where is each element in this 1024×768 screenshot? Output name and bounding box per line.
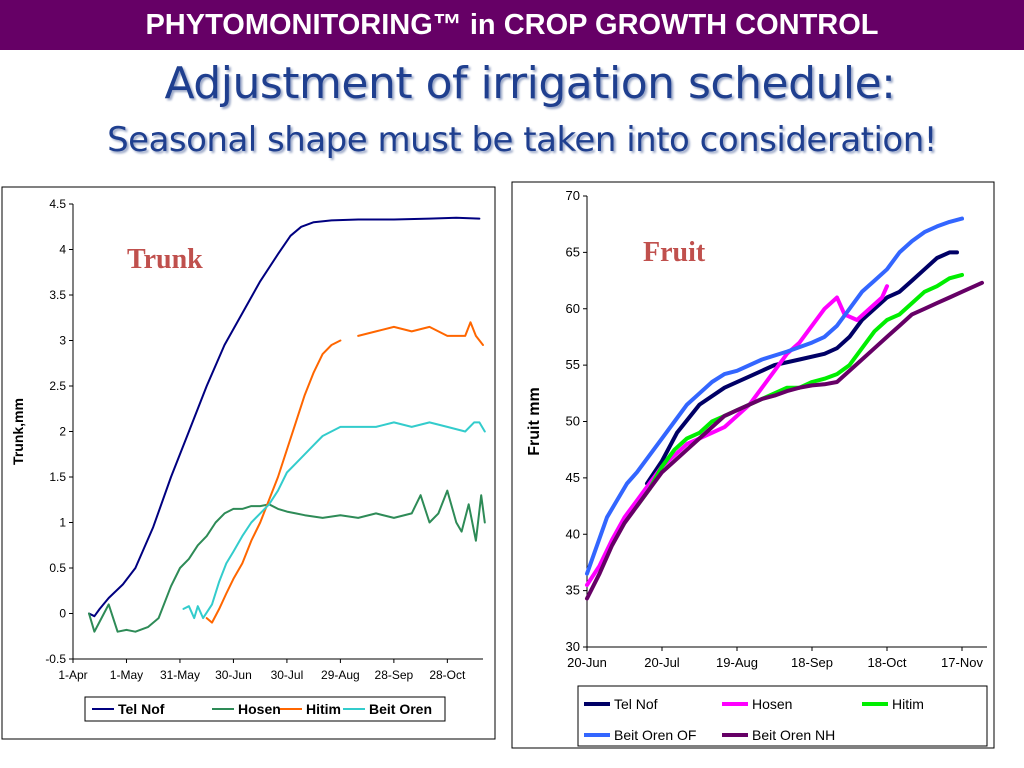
y-axis-label: Fruit mm — [526, 387, 543, 455]
x-tick-label: 1-Apr — [58, 668, 87, 682]
x-tick-label: 20-Jun — [567, 655, 607, 670]
legend-label-tel-nof: Tel Nof — [614, 696, 658, 712]
y-tick-label: 0 — [59, 607, 66, 621]
legend-box — [84, 696, 446, 722]
chart-panel-label: Fruit — [643, 237, 706, 268]
legend-label-hosen: Hosen — [752, 696, 792, 712]
y-tick-label: 45 — [566, 470, 580, 485]
y-tick-label: 50 — [566, 414, 580, 429]
y-tick-label: 3.5 — [49, 288, 66, 302]
chart-border — [1, 186, 496, 740]
series-line-hosen — [585, 284, 889, 587]
x-tick-label: 20-Jul — [644, 655, 680, 670]
y-tick-label: 0.5 — [49, 561, 66, 575]
chart-border — [511, 181, 995, 749]
x-tick-label: 31-May — [160, 668, 200, 682]
series-line-tel-nof — [645, 250, 959, 486]
y-tick-label: 70 — [566, 188, 580, 203]
series-line-tel-nof — [88, 216, 481, 618]
legend-label-hosen: Hosen — [238, 701, 281, 717]
x-tick-label: 30-Jun — [215, 668, 252, 682]
y-tick-label: 35 — [566, 583, 580, 598]
legend-label-beit-oren: Beit Oren — [369, 701, 432, 717]
x-tick-label: 28-Oct — [429, 668, 466, 682]
x-tick-label: 17-Nov — [941, 655, 983, 670]
legend-label-beit-oren-of: Beit Oren OF — [614, 727, 696, 743]
y-tick-label: 30 — [566, 639, 580, 654]
series-line-beit-oren-of — [585, 216, 964, 576]
series-line-hitim — [205, 321, 484, 624]
legend-label-hitim: Hitim — [892, 696, 924, 712]
x-tick-label: 19-Aug — [716, 655, 758, 670]
legend-label-beit-oren-nh: Beit Oren NH — [752, 727, 835, 743]
y-tick-label: 40 — [566, 526, 580, 541]
legend-label-hitim: Hitim — [306, 701, 341, 717]
x-tick-label: 18-Sep — [791, 655, 833, 670]
y-tick-label: 1 — [59, 516, 66, 530]
y-tick-label: 3 — [59, 334, 66, 348]
trunk-chart: -0.5 0 0.5 1 1.5 2 2.5 3 3.5 4 4.5 1-Apr 1-May 31-May… — [1, 186, 496, 740]
y-tick-label: -0.5 — [45, 652, 66, 666]
series-line-beit-oren — [182, 421, 486, 620]
series-line-beit-oren-nh — [585, 280, 984, 601]
y-tick-label: 4 — [59, 243, 66, 257]
x-tick-label: 18-Oct — [867, 655, 906, 670]
y-tick-label: 65 — [566, 244, 580, 259]
y-axis-label: Trunk,mm — [10, 398, 26, 465]
y-tick-label: 2.5 — [49, 379, 66, 393]
y-tick-label: 2 — [59, 425, 66, 439]
slide-title: Adjustment of irrigation schedule: — [164, 58, 896, 109]
legend-label-tel-nof: Tel Nof — [118, 701, 165, 717]
y-tick-label: 1.5 — [49, 470, 66, 484]
y-tick-label: 4.5 — [49, 197, 66, 211]
x-tick-label: 1-May — [110, 668, 143, 682]
banner-title: PHYTOMONITORING™ in CROP GROWTH CONTROL — [0, 0, 1024, 50]
slide-subtitle: Seasonal shape must be taken into consid… — [107, 120, 937, 160]
fruit-chart: 30 35 40 45 50 55 60 65 70 20-Jun 20-Jul 19-Aug 18-S… — [511, 181, 995, 749]
x-tick-label: 29-Aug — [321, 668, 360, 682]
legend-box — [577, 685, 988, 747]
x-tick-label: 30-Jul — [271, 668, 304, 682]
y-tick-label: 60 — [566, 301, 580, 316]
x-tick-label: 28-Sep — [375, 668, 414, 682]
y-tick-label: 55 — [566, 357, 580, 372]
chart-panel-label: Trunk — [127, 244, 203, 275]
